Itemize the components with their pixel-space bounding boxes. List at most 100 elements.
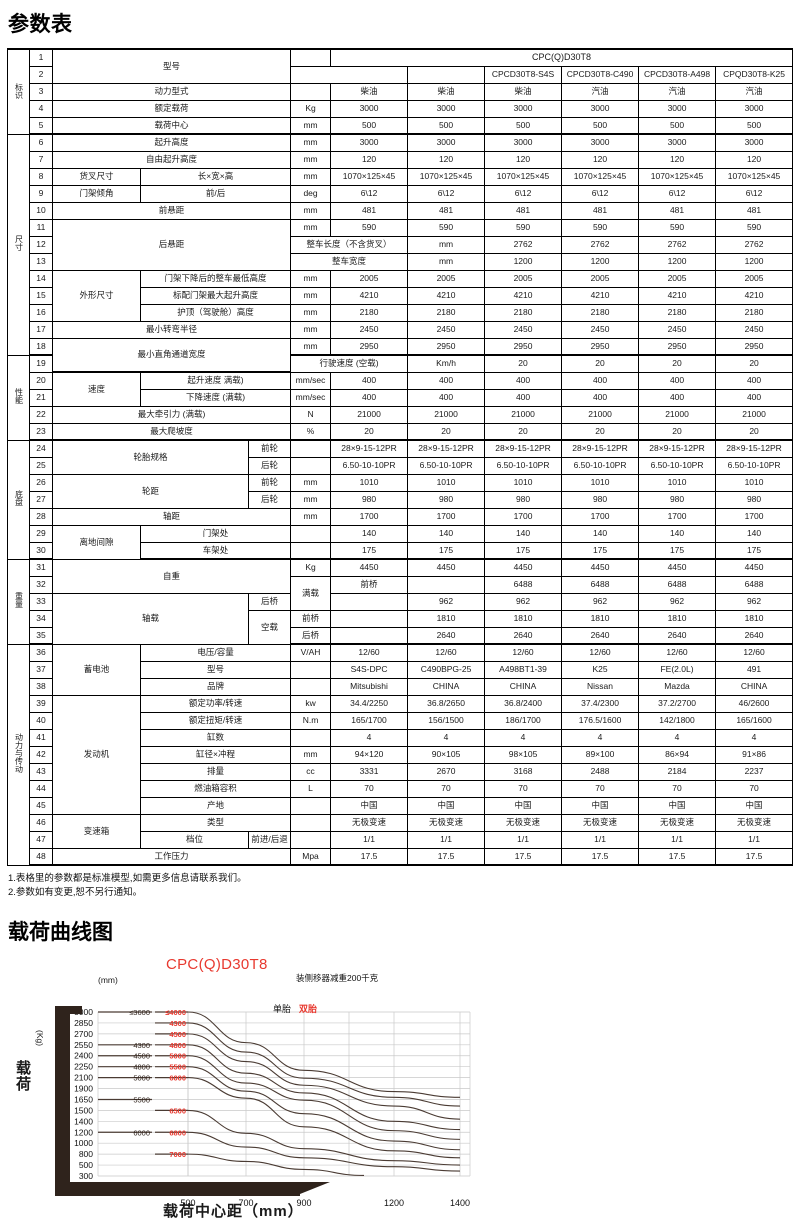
spec-value: 120	[561, 150, 640, 169]
spec-value: Mitsubishi	[330, 677, 409, 696]
spec-value: 2180	[407, 303, 486, 322]
dual-tire-label: 5500	[169, 1062, 186, 1071]
spec-unit	[290, 82, 332, 101]
spec-value: 1010	[638, 473, 717, 492]
spec-unit: mm	[290, 218, 332, 237]
footnotes: 1.表格里的参数都是标准模型,如需更多信息请联系我们。 2.参数如有变更,恕不另…	[8, 872, 800, 900]
spec-value: 1070×125×45	[715, 167, 794, 186]
model-column-header: CPCD30T8-S4S	[484, 65, 563, 84]
spec-unit: Km/h	[407, 354, 486, 373]
spec-value: 4450	[638, 558, 717, 577]
spec-name: 最大爬坡度	[51, 422, 292, 441]
table-row: 44 燃油箱容积 L 70 70 70 70 70 70	[8, 779, 794, 798]
spec-value: 140	[484, 524, 563, 543]
spec-value: 2005	[330, 269, 409, 288]
row-number: 22	[29, 405, 53, 424]
spec-unit	[330, 609, 409, 628]
spec-value: 1070×125×45	[561, 167, 640, 186]
spec-value: CHINA	[484, 677, 563, 696]
spec-unit: mm	[290, 303, 332, 322]
spec-value: 120	[407, 150, 486, 169]
spec-value: 962	[715, 592, 794, 611]
spec-value: 12/60	[407, 643, 486, 662]
x-tick-label: 1200	[384, 1198, 404, 1208]
spec-unit: Kg	[290, 99, 332, 118]
spec-value: 142/1800	[638, 711, 717, 730]
spec-name: 速度	[52, 371, 141, 407]
spec-value: 2640	[484, 626, 563, 645]
spec-value: 6\12	[561, 184, 640, 203]
spec-subname: 前/后	[139, 184, 292, 203]
spec-value: 2180	[715, 303, 794, 322]
spec-value: 2450	[484, 320, 563, 339]
table-row: 底盘 24 轮胎规格 前轮 28×9-15-12PR 28×9-15-12PR 28×9-1…	[7, 439, 794, 560]
spec-unit: mm	[290, 337, 332, 356]
spec-value: 12/60	[484, 643, 563, 662]
spec-value: 400	[561, 371, 640, 390]
spec-subname: 型号	[139, 660, 292, 679]
table-row: 22 最大牵引力 (满载) N 21000 21000 21000 21000 21000 21…	[8, 405, 794, 424]
row-number: 30	[29, 541, 53, 560]
spec-value: 汽油	[715, 82, 794, 101]
spec-value: 1200	[561, 252, 640, 271]
spec-value: 3000	[330, 99, 409, 118]
spec-value: 481	[484, 201, 563, 220]
spec-unit: %	[290, 422, 332, 441]
spec-name: 变速箱	[52, 813, 141, 849]
spec-value: 2670	[407, 762, 486, 781]
x-tick-label: 1400	[450, 1198, 470, 1208]
spec-subname2: 前轮	[247, 473, 292, 492]
load-curve	[187, 1021, 461, 1107]
row-number: 42	[29, 745, 53, 764]
spec-subname: 品牌	[139, 677, 292, 696]
spec-value: 1700	[638, 507, 717, 526]
spec-value: 4450	[407, 558, 486, 577]
table-row: 重量 31 自重 Kg 4450 4450 4450 4450 4450 4450	[7, 558, 794, 645]
spec-value: 165/1700	[330, 711, 409, 730]
row-number: 48	[29, 847, 53, 866]
spec-group-label: 动力与传动	[7, 643, 30, 866]
spec-subname: 整车宽度	[290, 252, 409, 271]
spec-unit: cc	[290, 762, 332, 781]
spec-value: 2180	[638, 303, 717, 322]
spec-value: 4210	[715, 286, 794, 305]
spec-value: 3000	[484, 133, 563, 152]
spec-value: 6.50-10-10PR	[407, 456, 486, 475]
spec-value: 175	[407, 541, 486, 560]
spec-unit: mm	[290, 320, 332, 339]
spec-value: 962	[561, 592, 640, 611]
spec-value: 36.8/2400	[484, 694, 563, 713]
table-row: 48 工作压力 Mpa 17.5 17.5 17.5 17.5 17.5 17.5	[8, 847, 794, 866]
spec-value: 2005	[484, 269, 563, 288]
spec-subname: 燃油箱容积	[139, 779, 292, 798]
table-row: 14 外形尺寸 门架下降后的整车最低高度 mm 2005 2005 2005 2005 2005…	[8, 269, 794, 322]
spec-subname2: 后轮	[247, 490, 292, 509]
spec-name: 前悬距	[51, 201, 292, 220]
spec-value: 4	[561, 728, 640, 747]
spec-name: 动力型式	[51, 82, 292, 101]
single-tire-label: 4300	[133, 1040, 150, 1049]
chart-mm-unit: (mm)	[98, 974, 118, 985]
spec-name: 货叉尺寸	[52, 167, 141, 186]
spec-subname: 行驶速度 (空载)	[290, 354, 409, 373]
spec-value: 120	[715, 150, 794, 169]
spec-value: 590	[561, 218, 640, 237]
row-number: 20	[29, 371, 53, 390]
spec-value: 1070×125×45	[484, 167, 563, 186]
spec-value: 980	[330, 490, 409, 509]
spec-value: 2237	[715, 762, 794, 781]
spec-value: 2180	[561, 303, 640, 322]
spec-value: 2950	[484, 337, 563, 356]
spec-value: 1010	[715, 473, 794, 492]
spec-value: 1700	[561, 507, 640, 526]
row-number: 5	[29, 116, 53, 135]
y-tick-label: 1400	[74, 1116, 93, 1126]
spec-group-label: 尺寸	[7, 133, 30, 356]
row-number: 28	[29, 507, 53, 526]
spec-value: 2450	[330, 320, 409, 339]
spec-value: 91×86	[715, 745, 794, 764]
spec-value: 2184	[638, 762, 717, 781]
spec-value: 1/1	[407, 830, 486, 849]
spec-value: 20	[561, 354, 640, 373]
spec-value: 140	[638, 524, 717, 543]
